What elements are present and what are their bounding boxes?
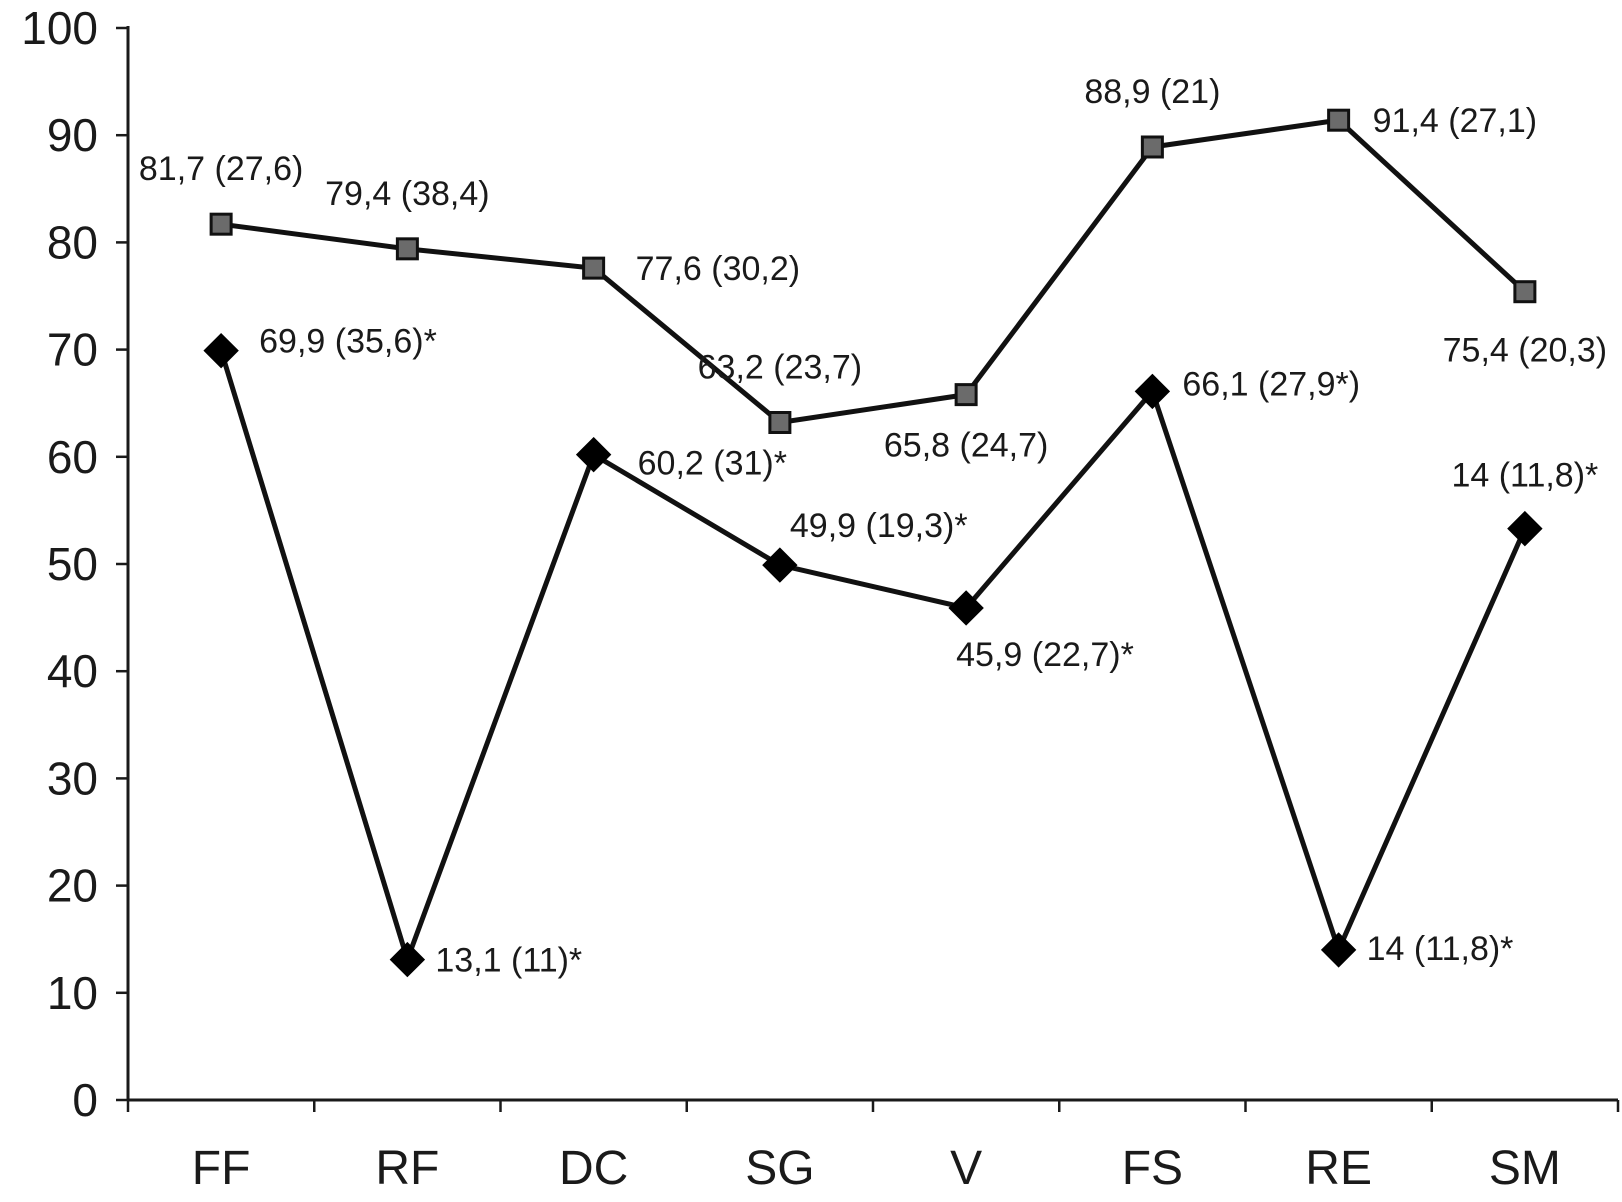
series-1-data-label: 81,7 (27,6) <box>139 150 303 188</box>
y-tick-label: 70 <box>47 324 98 376</box>
series-2-data-label: 14 (11,8)* <box>1451 457 1598 495</box>
series-2-data-label: 14 (11,8)* <box>1367 930 1514 968</box>
series-1-data-label: 77,6 (30,2) <box>636 250 800 288</box>
y-tick-label: 90 <box>47 109 98 161</box>
y-tick-label: 80 <box>47 216 98 268</box>
series-2-data-label: 49,9 (19,3)* <box>790 507 968 545</box>
series-2-point <box>575 436 612 473</box>
series-2-data-label: 60,2 (31)* <box>638 445 787 483</box>
series-2-point <box>762 547 798 583</box>
x-tick-label: SM <box>1489 1142 1561 1195</box>
series-1-data-label: 75,4 (20,3) <box>1443 332 1607 370</box>
series-2-data-label: 13,1 (11)* <box>435 942 582 980</box>
y-tick-label: 60 <box>47 431 98 483</box>
series-2-point <box>389 941 426 978</box>
x-tick-label: RE <box>1305 1142 1372 1195</box>
series-1-point <box>954 383 978 407</box>
series-1-data-label: 79,4 (38,4) <box>325 175 489 213</box>
series-1-point <box>1140 135 1164 159</box>
series-1-data-label: 88,9 (21) <box>1084 73 1220 111</box>
y-tick-label: 0 <box>72 1074 98 1126</box>
series-2-line <box>218 349 1528 968</box>
x-tick-label: FS <box>1122 1142 1183 1195</box>
series-1-point <box>395 237 419 261</box>
x-tick-label: RF <box>375 1142 439 1195</box>
series-1-point <box>1513 280 1537 304</box>
x-tick-label: SG <box>745 1142 814 1195</box>
series-1-data-label: 91,4 (27,1) <box>1373 102 1537 140</box>
series-2-data-label: 69,9 (35,6)* <box>259 323 437 361</box>
series-2-point <box>1320 932 1357 968</box>
y-tick-label: 100 <box>21 2 98 54</box>
series-1-point <box>209 212 233 236</box>
series-2-data-label: 45,9 (22,7)* <box>956 636 1134 674</box>
series-2-point <box>1134 373 1171 410</box>
y-tick-label: 10 <box>47 967 98 1019</box>
x-tick-label: V <box>950 1142 982 1195</box>
series-2-point <box>203 332 239 369</box>
series-1-line <box>220 117 1527 426</box>
y-tick-label: 20 <box>47 860 98 912</box>
series-1-point <box>1327 108 1351 132</box>
series-2-point <box>1507 510 1543 547</box>
y-tick-label: 30 <box>47 752 98 804</box>
y-tick-label: 50 <box>47 538 98 590</box>
series-1-point <box>768 410 792 434</box>
x-tick-label: DC <box>559 1142 628 1195</box>
y-tick-label: 40 <box>47 645 98 697</box>
series-1-data-label: 63,2 (23,7) <box>698 348 862 386</box>
series-1-data-label: 65,8 (24,7) <box>884 427 1048 465</box>
series-2-point <box>948 590 984 626</box>
series-1-point <box>582 256 606 280</box>
series-2-data-label: 66,1 (27,9*) <box>1182 365 1360 403</box>
x-tick-label: FF <box>192 1142 251 1195</box>
